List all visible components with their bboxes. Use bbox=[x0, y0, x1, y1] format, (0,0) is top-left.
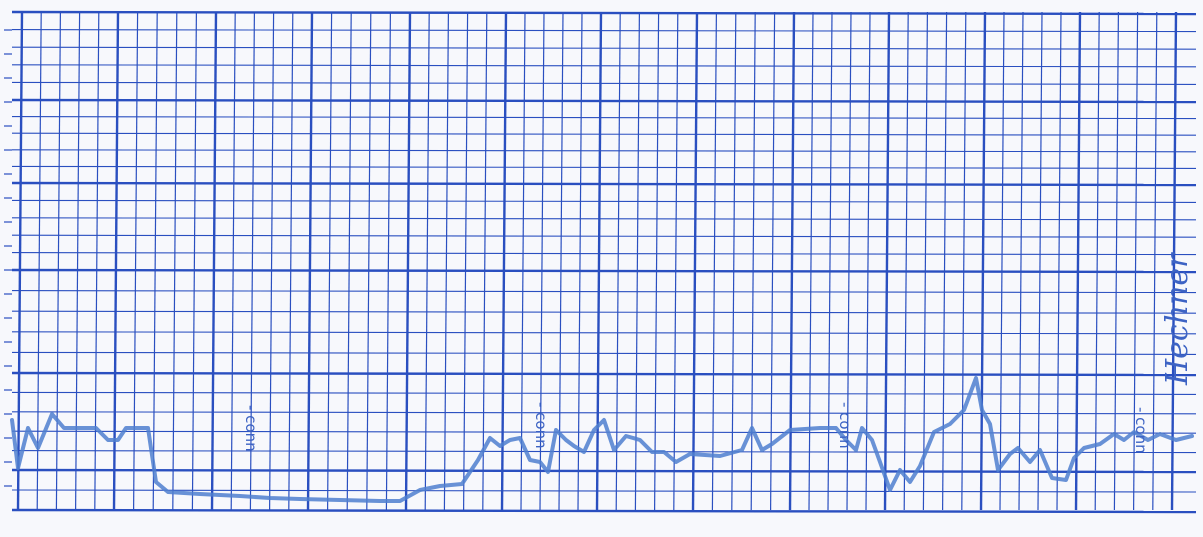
grid-minor-vertical bbox=[191, 11, 197, 511]
grid-major-vertical bbox=[788, 11, 796, 511]
annotation-4: - conn bbox=[1132, 407, 1150, 454]
grid-minor-horizontal bbox=[11, 132, 1197, 136]
grid-minor-vertical bbox=[424, 11, 430, 511]
grid-minor-vertical bbox=[94, 11, 100, 511]
grid-minor-horizontal bbox=[11, 391, 1197, 395]
grid-minor-vertical bbox=[288, 11, 294, 511]
grid-minor-vertical bbox=[539, 11, 545, 511]
grid-minor-lines bbox=[11, 11, 1197, 511]
grid-major-vertical bbox=[883, 11, 891, 511]
grid-minor-vertical bbox=[999, 11, 1005, 511]
grid-minor-vertical bbox=[634, 11, 641, 511]
grid-minor-horizontal bbox=[11, 351, 1197, 355]
recorded-trace bbox=[10, 376, 1194, 503]
grid-minor-horizontal bbox=[11, 165, 1197, 169]
grid-minor-vertical bbox=[1018, 11, 1024, 511]
grid-minor-vertical bbox=[520, 11, 526, 511]
grid-minor-vertical bbox=[673, 11, 679, 511]
grid-minor-vertical bbox=[731, 11, 737, 511]
grid-minor-vertical bbox=[1132, 11, 1139, 511]
grid-minor-vertical bbox=[385, 11, 391, 511]
grid-minor-horizontal bbox=[11, 46, 1197, 50]
grid-minor-vertical bbox=[327, 11, 333, 511]
grid-minor-horizontal bbox=[11, 116, 1197, 120]
grid-minor-horizontal bbox=[11, 411, 1197, 415]
grid-major-vertical bbox=[1170, 11, 1178, 511]
grid-minor-vertical bbox=[269, 11, 275, 511]
grid-minor-horizontal bbox=[11, 81, 1197, 85]
signature: Hechner bbox=[1160, 252, 1195, 386]
grid-minor-horizontal bbox=[11, 430, 1197, 434]
grid-minor-vertical bbox=[366, 11, 372, 511]
grid-major-horizontal bbox=[11, 268, 1197, 274]
grid-minor-horizontal bbox=[11, 199, 1197, 203]
grid-major-horizontal bbox=[11, 98, 1197, 104]
grid-minor-horizontal bbox=[11, 149, 1197, 153]
grid-minor-vertical bbox=[346, 11, 352, 511]
grid-minor-vertical bbox=[133, 11, 139, 511]
grid-minor-vertical bbox=[922, 11, 929, 511]
grid-minor-vertical bbox=[1056, 11, 1062, 511]
grid-minor-vertical bbox=[577, 11, 583, 511]
grid-minor-vertical bbox=[55, 11, 61, 511]
grid-minor-horizontal bbox=[11, 217, 1197, 221]
grid-major-horizontal bbox=[11, 508, 1197, 514]
grid-minor-horizontal bbox=[11, 489, 1197, 493]
grid-minor-vertical bbox=[615, 11, 621, 511]
grid-minor-vertical bbox=[443, 11, 449, 511]
grid-major-vertical bbox=[979, 11, 987, 511]
grid-minor-vertical bbox=[463, 11, 469, 511]
grid-minor-vertical bbox=[846, 11, 852, 511]
grid-minor-horizontal bbox=[11, 450, 1197, 454]
annotation-3: - conn bbox=[836, 402, 854, 449]
grid-minor-vertical bbox=[769, 11, 776, 511]
grid-minor-vertical bbox=[172, 11, 178, 511]
grid-minor-horizontal bbox=[11, 310, 1197, 314]
grid-minor-vertical bbox=[865, 11, 871, 511]
grid-minor-vertical bbox=[903, 11, 909, 511]
grid-major-vertical bbox=[500, 11, 508, 511]
grid-minor-vertical bbox=[961, 11, 967, 511]
annotation-1: - conn bbox=[242, 405, 260, 452]
grid-major-vertical bbox=[16, 11, 24, 511]
grid-major-vertical bbox=[306, 11, 314, 511]
grid-major-lines bbox=[4, 10, 1197, 514]
grid-minor-vertical bbox=[1094, 11, 1100, 511]
grid-major-vertical bbox=[404, 11, 412, 511]
annotation-2: - conn bbox=[532, 402, 550, 449]
grid-major-horizontal bbox=[11, 371, 1197, 377]
grid-minor-vertical bbox=[558, 11, 564, 511]
grid-minor-horizontal bbox=[11, 331, 1197, 335]
grid-minor-vertical bbox=[230, 11, 236, 511]
grid-minor-vertical bbox=[941, 11, 948, 511]
grid-minor-vertical bbox=[36, 11, 42, 511]
grid-major-vertical bbox=[112, 11, 120, 511]
grid-minor-vertical bbox=[152, 11, 158, 511]
grid-major-horizontal bbox=[11, 181, 1197, 187]
grid-major-vertical bbox=[1074, 11, 1082, 511]
grid-minor-vertical bbox=[711, 11, 718, 511]
grid-minor-vertical bbox=[653, 11, 660, 511]
grid-major-horizontal bbox=[11, 468, 1197, 474]
grid-major-vertical bbox=[210, 11, 218, 511]
grid-major-horizontal bbox=[11, 10, 1197, 16]
grid-minor-horizontal bbox=[11, 64, 1197, 68]
grid-minor-vertical bbox=[1037, 11, 1043, 511]
grid-minor-horizontal bbox=[11, 252, 1197, 256]
grid-minor-vertical bbox=[1152, 11, 1158, 511]
grid-minor-vertical bbox=[1113, 11, 1120, 511]
grid-minor-horizontal bbox=[11, 290, 1197, 294]
grid-minor-vertical bbox=[808, 11, 814, 511]
grid-minor-vertical bbox=[75, 11, 81, 511]
grid-major-vertical bbox=[595, 11, 603, 511]
grid-minor-horizontal bbox=[11, 234, 1197, 238]
grid-minor-vertical bbox=[482, 11, 488, 511]
grid-minor-horizontal bbox=[11, 29, 1197, 33]
grid-minor-vertical bbox=[249, 11, 255, 511]
grid-minor-vertical bbox=[827, 11, 833, 511]
grid-major-vertical bbox=[691, 11, 699, 511]
